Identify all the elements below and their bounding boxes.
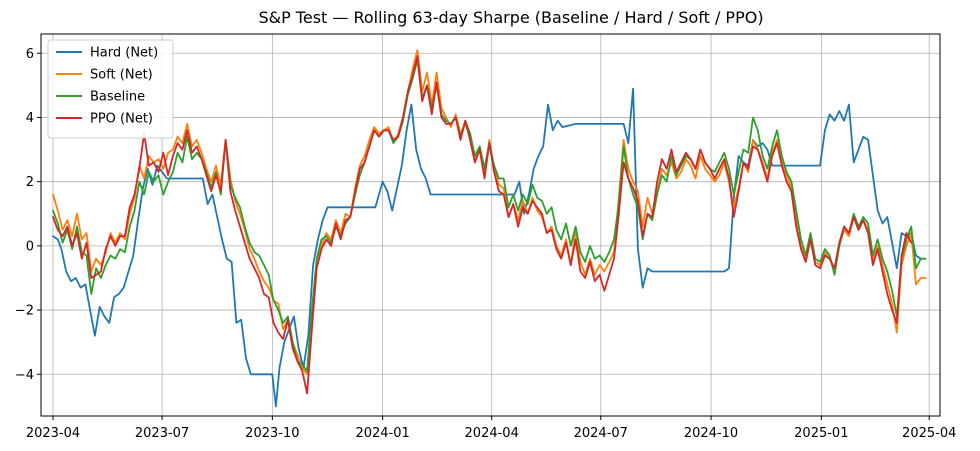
plot-frame xyxy=(40,33,941,417)
y-tick-label: −4 xyxy=(15,368,34,383)
legend-label: PPO (Net) xyxy=(90,112,153,127)
legend-label: Hard (Net) xyxy=(90,46,158,61)
x-tick-label: 2024-07 xyxy=(574,426,628,441)
y-tick-label: −2 xyxy=(15,304,34,319)
x-tick-label: 2024-01 xyxy=(355,426,409,441)
y-tick-label: 4 xyxy=(26,111,34,126)
x-tick-label: 2024-04 xyxy=(465,426,519,441)
chart-title: S&P Test — Rolling 63-day Sharpe (Baseli… xyxy=(258,8,763,27)
y-tick-label: 0 xyxy=(26,239,34,254)
legend: Hard (Net) Soft (Net) Baseline PPO (Net) xyxy=(47,39,174,139)
x-tick-label: 2023-07 xyxy=(135,426,189,441)
series-line-ppo-net xyxy=(52,55,913,395)
legend-label: Soft (Net) xyxy=(90,68,153,83)
x-tick-label: 2024-10 xyxy=(684,426,738,441)
x-tick-label: 2023-10 xyxy=(245,426,299,441)
y-tick-label: 6 xyxy=(26,47,34,62)
x-axis-ticks: 2023-04 2023-07 2023-10 2024-01 2024-04 2024-… xyxy=(26,416,956,441)
legend-box xyxy=(47,39,174,139)
legend-label: Baseline xyxy=(90,90,145,105)
x-tick-label: 2025-01 xyxy=(794,426,848,441)
y-axis-ticks: −4 −2 0 2 4 6 xyxy=(15,47,41,383)
grid-lines xyxy=(41,34,940,416)
series-line-hard-net xyxy=(52,87,922,408)
x-tick-label: 2025-04 xyxy=(902,426,956,441)
y-tick-label: 2 xyxy=(26,175,34,190)
x-tick-label: 2023-04 xyxy=(26,426,80,441)
series-lines xyxy=(52,49,927,408)
